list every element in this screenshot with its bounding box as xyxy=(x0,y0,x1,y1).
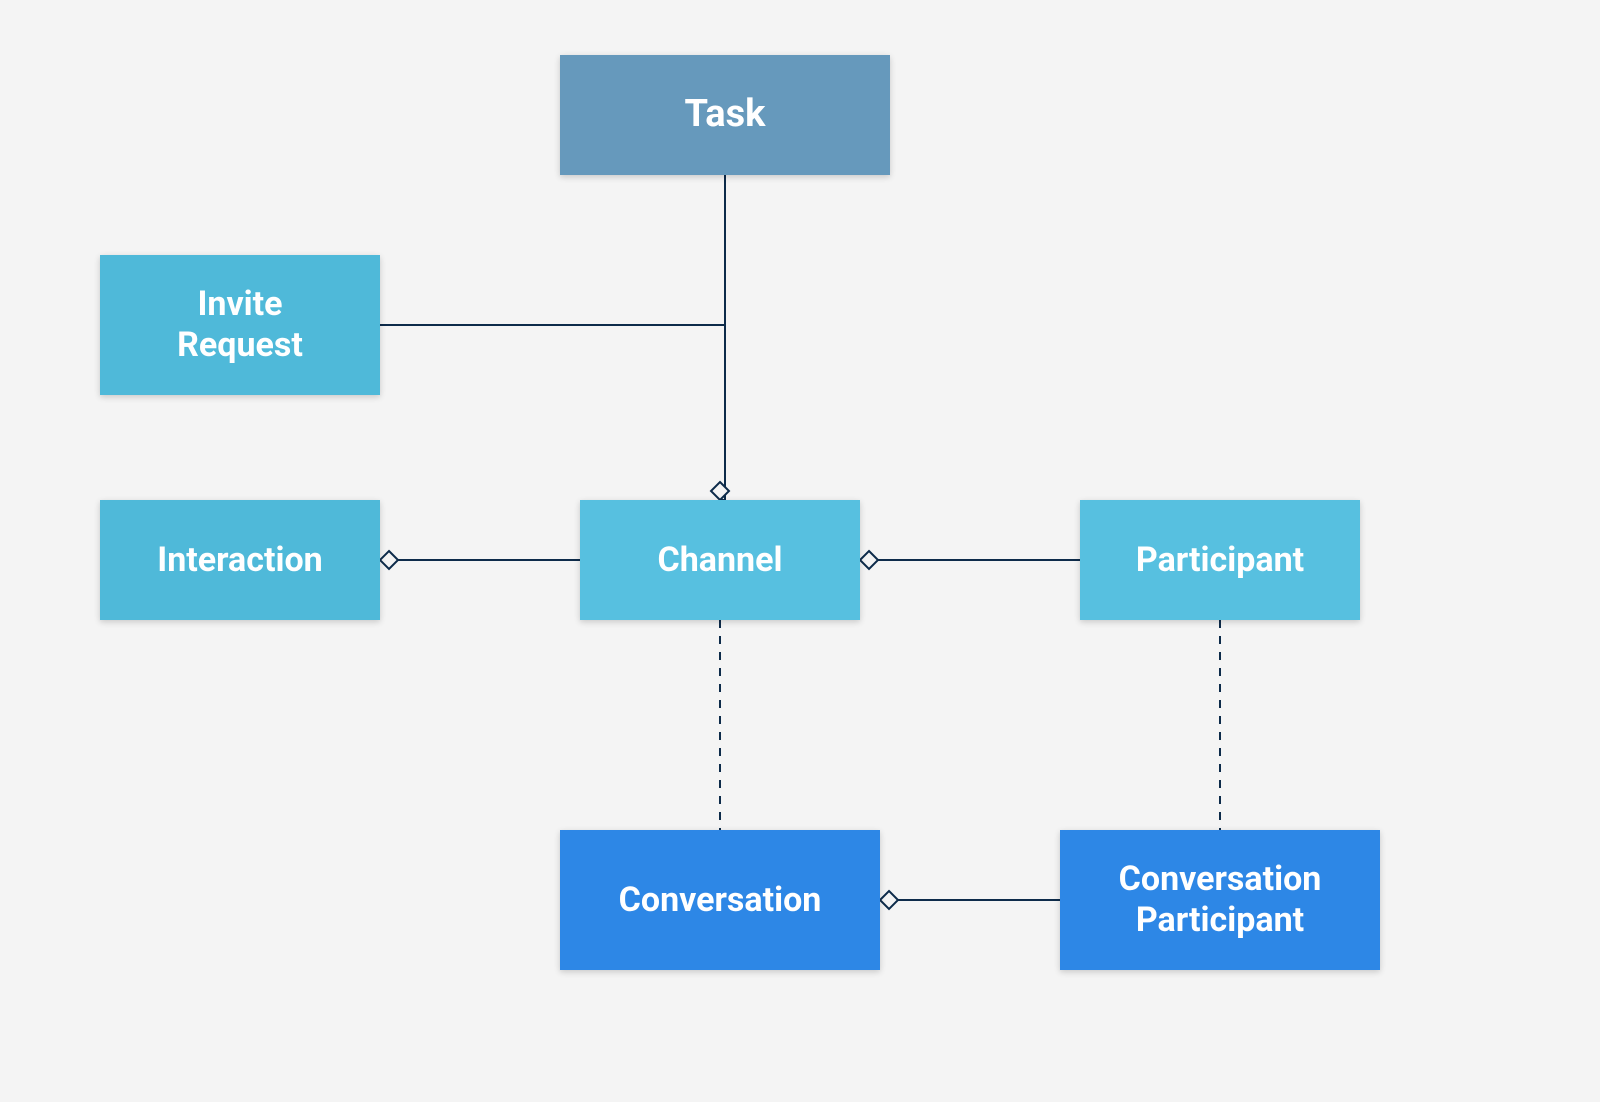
node-label: Conversation xyxy=(619,880,822,921)
node-interaction: Interaction xyxy=(100,500,380,620)
node-invite-request: Invite Request xyxy=(100,255,380,395)
node-label: Conversation Participant xyxy=(1119,859,1322,941)
node-task: Task xyxy=(560,55,890,175)
diagram-canvas: Task Invite Request Interaction Channel Part… xyxy=(0,0,1600,1102)
node-label: Participant xyxy=(1136,540,1304,581)
node-conversation: Conversation xyxy=(560,830,880,970)
node-channel: Channel xyxy=(580,500,860,620)
node-label: Invite Request xyxy=(177,284,303,366)
node-label: Interaction xyxy=(157,540,322,581)
node-participant: Participant xyxy=(1080,500,1360,620)
node-conversation-participant: Conversation Participant xyxy=(1060,830,1380,970)
node-label: Task xyxy=(685,92,766,138)
node-label: Channel xyxy=(658,540,783,581)
